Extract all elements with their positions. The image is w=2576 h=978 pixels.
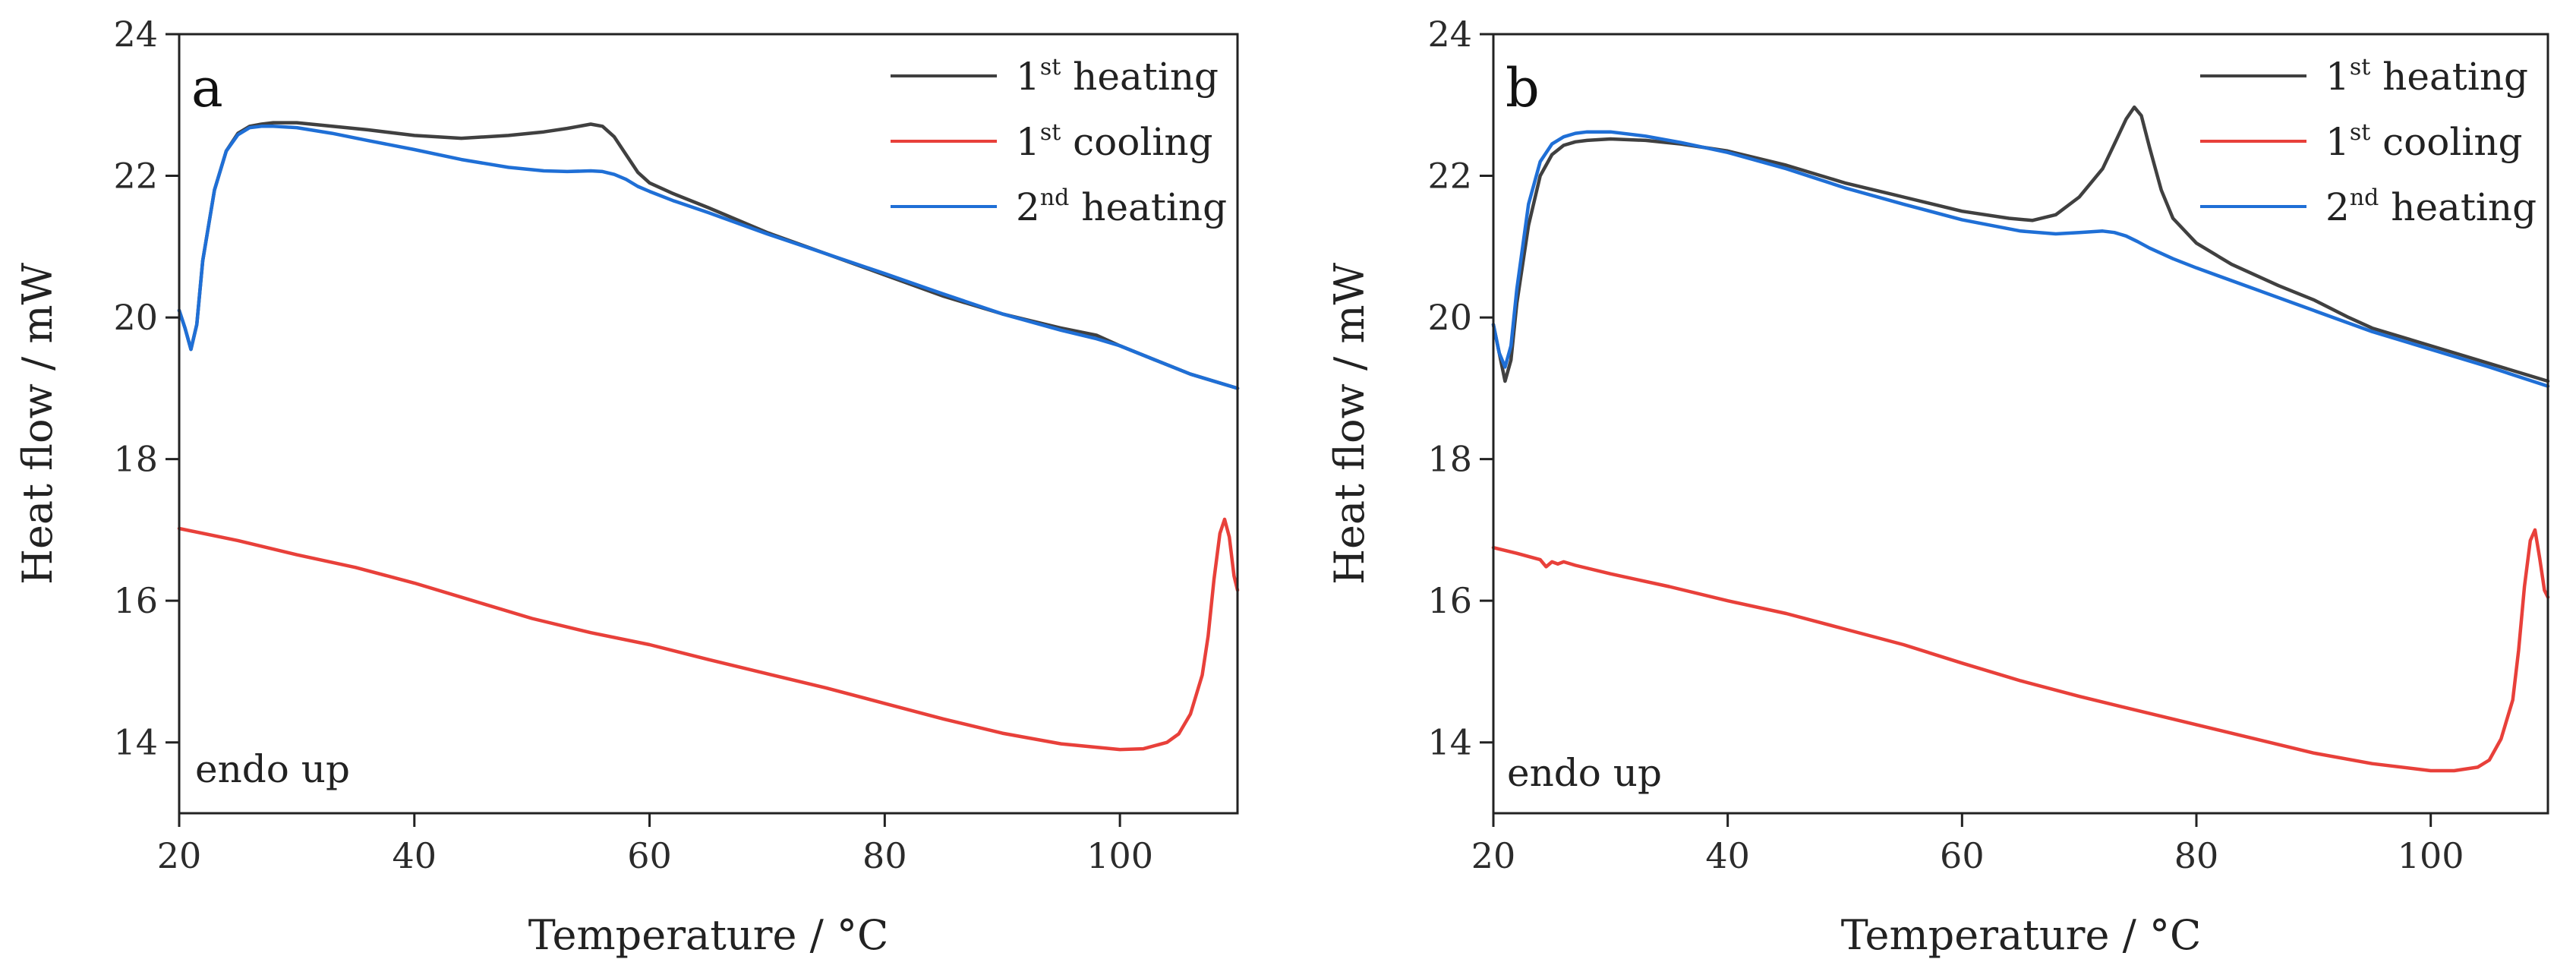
panel-b-ticks: 20 40 60 80 100 14 16 18 20 22 24 <box>1427 14 2464 876</box>
panel-b-plot-frame <box>1492 33 2549 815</box>
panel-b-legend: 1st heating 1st cooling 2nd heating <box>2200 54 2537 229</box>
panel-a-series-1st-cooling <box>177 517 1240 752</box>
panel-b-endo-annotation: endo up <box>1507 751 1662 795</box>
panel-a-y-axis-title: Heat flow / mW <box>14 262 61 585</box>
panel-b-x-axis-title: Temperature / °C <box>1841 911 2202 959</box>
panel-a-legend: 1st heating 1st cooling 2nd heating <box>891 54 1227 229</box>
panel-a-plot-frame <box>178 33 1239 815</box>
panel-a-x-tick-label: 40 <box>393 835 437 876</box>
panel-b-y-tick-label: 20 <box>1427 297 1472 338</box>
panel-a-endo-annotation: endo up <box>195 747 350 791</box>
panel-a-ticks: 20 40 60 80 100 14 16 18 20 22 24 <box>113 14 1153 876</box>
panel-b-legend-entry-1st-cooling: 1st cooling <box>2200 119 2523 164</box>
panel-a-series <box>177 121 1240 752</box>
panel-a-x-tick-label: 80 <box>862 835 907 876</box>
panel-b-letter: b <box>1506 57 1540 119</box>
panel-a-legend-label-2nd-heating: 2nd heating <box>1016 185 1227 229</box>
panel-b-series-1st-cooling <box>1491 528 2550 773</box>
panel-b-series-2nd-heating <box>1491 130 2550 388</box>
panel-b-series-1st-heating <box>1491 105 2550 383</box>
panel-b-legend-label-1st-cooling: 1st cooling <box>2325 119 2523 164</box>
panel-a-x-tick-label: 60 <box>627 835 672 876</box>
panel-b-y-tick-label: 16 <box>1427 580 1472 621</box>
panel-b: 20 40 60 80 100 14 16 18 20 22 24 b endo up Temper… <box>1326 14 2550 959</box>
panel-b-y-tick-label: 22 <box>1427 156 1472 197</box>
panel-a-legend-entry-1st-cooling: 1st cooling <box>891 119 1213 164</box>
panel-b-x-tick-label: 100 <box>2398 835 2464 876</box>
panel-a-legend-entry-2nd-heating: 2nd heating <box>891 185 1227 229</box>
panel-b-x-tick-label: 20 <box>1471 835 1516 876</box>
panel-a-series-2nd-heating <box>177 125 1240 390</box>
panel-b-legend-entry-2nd-heating: 2nd heating <box>2200 185 2537 229</box>
panel-a-x-tick-label: 100 <box>1086 835 1153 876</box>
panel-b-x-tick-label: 40 <box>1705 835 1750 876</box>
panel-a-y-tick-label: 20 <box>113 297 158 338</box>
panel-b-y-tick-label: 14 <box>1427 722 1472 763</box>
panel-a: 20 40 60 80 100 14 16 18 20 22 24 a endo up Temper… <box>14 14 1240 959</box>
panel-b-y-tick-label: 24 <box>1427 14 1472 55</box>
panel-b-y-tick-label: 18 <box>1427 439 1472 480</box>
panel-b-legend-entry-1st-heating: 1st heating <box>2200 54 2528 99</box>
panel-b-series <box>1491 105 2550 773</box>
panel-a-y-tick-label: 14 <box>113 722 158 763</box>
panel-b-x-tick-label: 60 <box>1940 835 1985 876</box>
panel-a-legend-entry-1st-heating: 1st heating <box>891 54 1219 99</box>
panel-a-y-tick-label: 22 <box>113 156 158 197</box>
panel-a-legend-label-1st-heating: 1st heating <box>1016 54 1219 99</box>
panel-a-y-tick-label: 16 <box>113 580 158 621</box>
panel-a-x-tick-label: 20 <box>157 835 202 876</box>
panel-a-legend-label-1st-cooling: 1st cooling <box>1016 119 1213 164</box>
panel-b-y-axis-title: Heat flow / mW <box>1326 262 1373 585</box>
panel-a-letter: a <box>191 57 223 119</box>
panel-b-legend-label-1st-heating: 1st heating <box>2325 54 2528 99</box>
panel-a-y-tick-label: 18 <box>113 439 158 480</box>
panel-b-legend-label-2nd-heating: 2nd heating <box>2325 185 2537 229</box>
panel-a-y-tick-label: 24 <box>113 14 158 55</box>
panel-b-x-tick-label: 80 <box>2174 835 2219 876</box>
panel-a-x-axis-title: Temperature / °C <box>528 911 889 959</box>
